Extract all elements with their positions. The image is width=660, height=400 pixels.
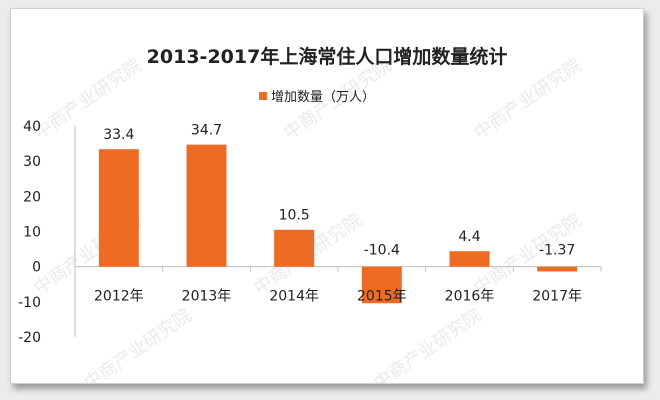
y-tick-label: -10 [18,295,41,311]
bars [98,144,578,304]
bar [361,266,402,304]
bar [449,251,490,267]
y-tick-label: 20 [23,189,41,205]
legend-swatch [259,92,267,100]
x-tick-label: 2014年 [269,289,319,305]
y-axis: -20 -10 0 10 20 30 40 [18,119,76,346]
y-tick-label: 0 [32,260,41,276]
x-tick-labels: 2012年 2013年 2014年 2015年 2016年 2017年 [94,289,582,305]
x-tick-label: 2016年 [445,289,495,305]
y-tick-label: 10 [23,225,41,241]
bar [537,266,578,272]
data-label: 34.7 [191,123,222,139]
data-label: 33.4 [103,127,134,143]
chart-frame: 中商产业研究院 中商产业研究院 中商产业研究院 中商产业研究院 中商产业研究院 中商产业研… [10,8,644,384]
x-tick-label: 2012年 [94,289,144,305]
chart-title: 2013-2017年上海常住人口增加数量统计 [147,45,508,68]
watermark-text: 中商产业研究院 [80,305,195,383]
legend: 增加数量（万人） [259,90,375,105]
y-tick-label: 40 [23,119,41,135]
data-label: -1.37 [539,243,575,259]
bar [98,149,139,267]
bar [274,229,315,267]
legend-label: 增加数量（万人） [271,90,375,105]
data-label: 4.4 [458,229,480,245]
x-tick-label: 2015年 [357,289,407,305]
x-tick-label: 2017年 [532,289,582,305]
y-tick-label: 30 [23,154,41,170]
x-axis [74,266,602,272]
watermark-text: 中商产业研究院 [370,305,485,383]
x-tick-label: 2013年 [182,289,232,305]
y-tick-label: -20 [18,330,41,346]
data-label: -10.4 [364,243,400,259]
watermark-text: 中商产业研究院 [470,55,585,144]
bar [186,144,227,267]
data-label: 10.5 [279,208,310,224]
data-labels: 33.4 34.7 10.5 -10.4 4.4 -1.37 [103,123,575,259]
